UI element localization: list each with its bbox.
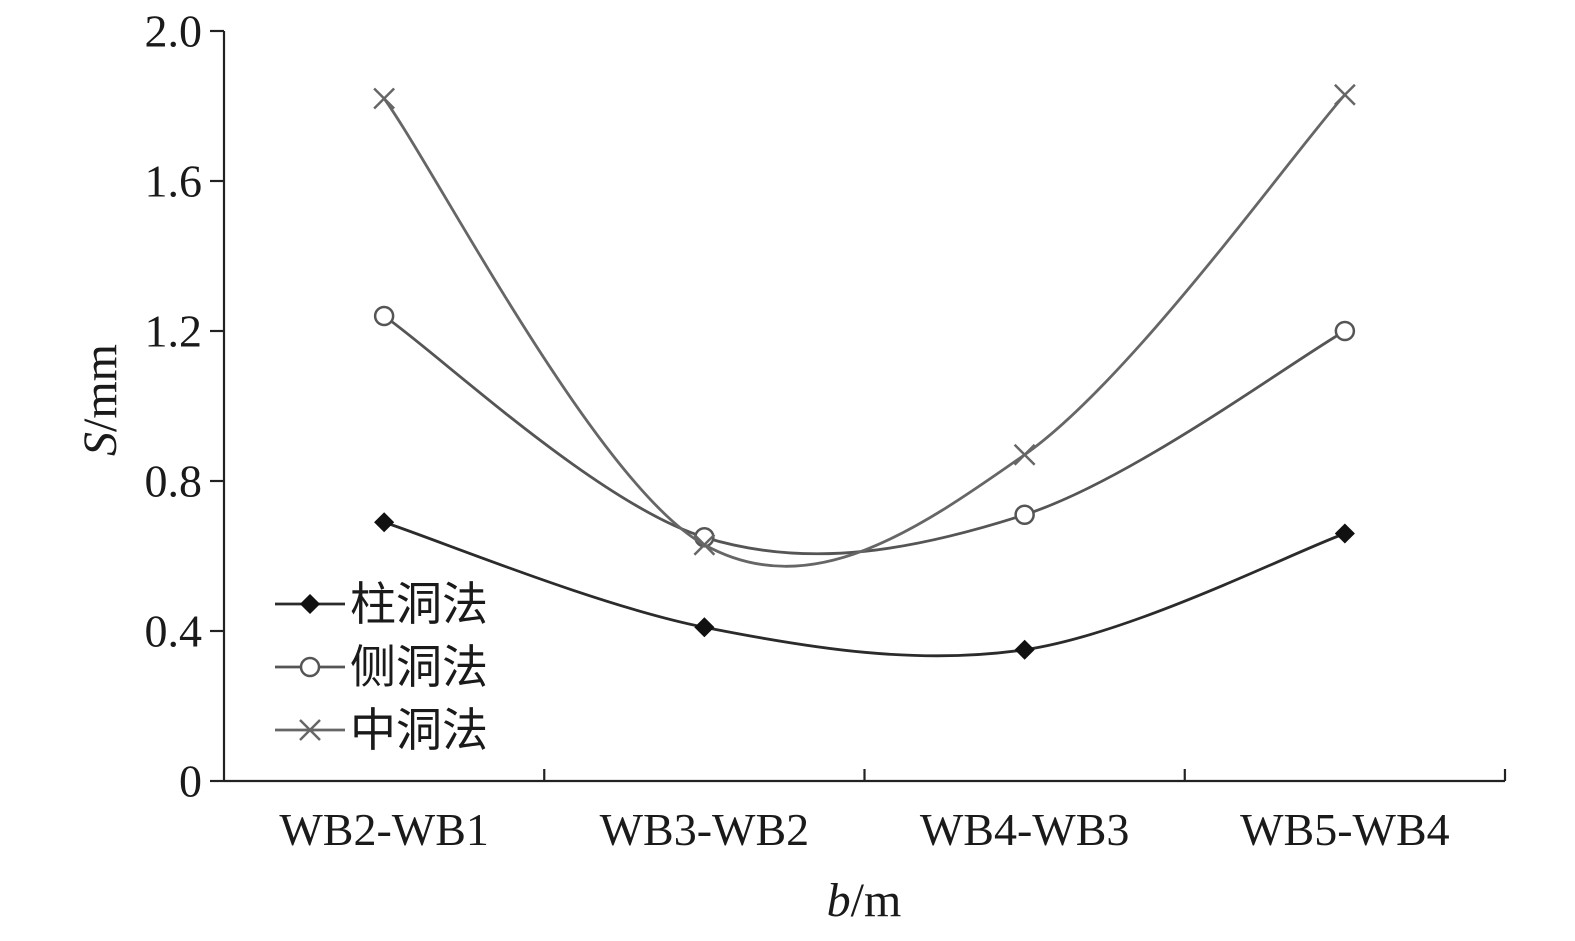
y-axis-title: S/mm	[74, 344, 127, 456]
x-axis-title-variable: b	[827, 874, 851, 927]
y-axis-title-unit: /mm	[74, 344, 127, 432]
data-point	[1014, 639, 1035, 660]
x-axis-title: b/m	[827, 874, 902, 927]
legend-marker	[299, 719, 321, 741]
x-tick-label: WB5-WB4	[1240, 804, 1450, 855]
series-1	[374, 512, 1355, 660]
data-point	[1334, 320, 1356, 342]
series-layer	[373, 83, 1356, 660]
y-tick-label: 0.8	[145, 456, 203, 507]
data-point	[1013, 443, 1036, 466]
y-tick-label: 1.2	[145, 306, 203, 357]
x-tick-label: WB4-WB3	[920, 804, 1130, 855]
data-point	[693, 533, 716, 556]
x-tick-label: WB2-WB1	[279, 804, 489, 855]
svg-text:S/mm: S/mm	[74, 344, 127, 456]
data-point	[373, 87, 396, 110]
data-point	[1014, 504, 1035, 525]
x-axis-ticks: WB2-WB1 WB3-WB2 WB4-WB3 WB5-WB4	[279, 769, 1507, 855]
series-line	[383, 520, 1346, 658]
y-tick-label: 2.0	[145, 6, 203, 57]
data-point	[694, 617, 715, 638]
svg-text:b/m: b/m	[827, 874, 902, 927]
legend-item: 柱洞法	[275, 577, 488, 631]
y-tick-label: 0.4	[145, 606, 203, 657]
data-point	[373, 305, 395, 327]
series-2	[373, 305, 1356, 556]
series-line	[383, 314, 1346, 556]
data-point	[1334, 523, 1355, 544]
x-axis-title-unit: /m	[851, 874, 902, 927]
legend-marker	[299, 593, 321, 615]
series-line	[382, 93, 1346, 568]
y-axis-ticks: 0 0.4 0.8 1.2 1.6 2.0	[145, 6, 224, 807]
legend-item: 中洞法	[275, 703, 488, 757]
legend-label: 柱洞法	[350, 577, 488, 631]
legend-item: 侧洞法	[275, 640, 488, 694]
legend-label: 侧洞法	[350, 640, 488, 694]
data-point	[374, 512, 395, 533]
y-tick-label: 0	[179, 756, 202, 807]
y-tick-label: 1.6	[145, 156, 203, 207]
legend-label: 中洞法	[350, 703, 488, 757]
data-point	[1333, 83, 1356, 106]
series-3	[373, 83, 1356, 568]
y-axis-title-variable: S	[74, 432, 127, 456]
legend-marker	[299, 656, 321, 678]
x-tick-label: WB3-WB2	[600, 804, 810, 855]
